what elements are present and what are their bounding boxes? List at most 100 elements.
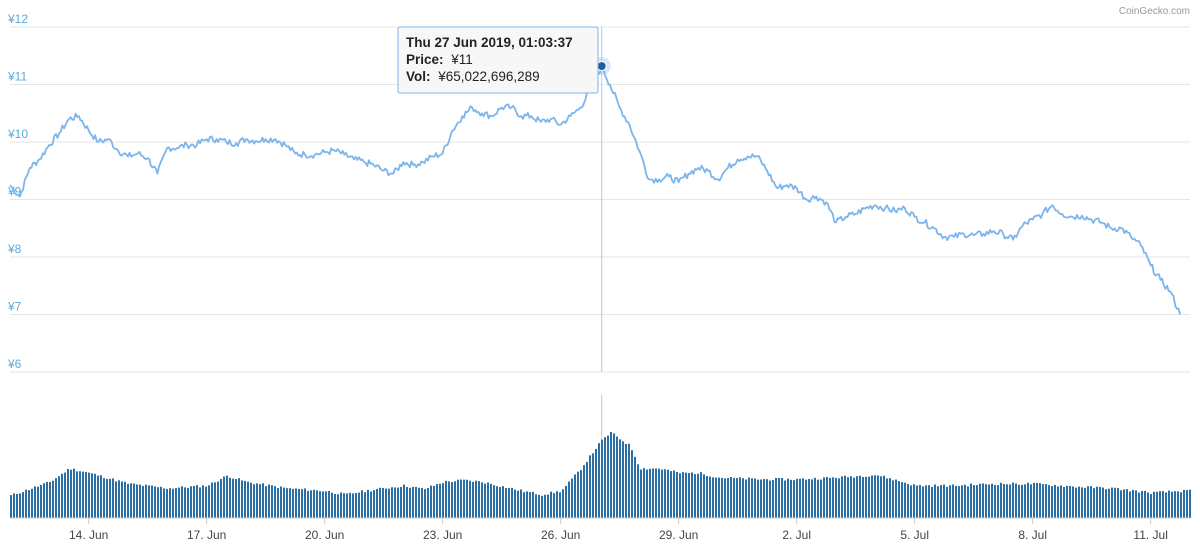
volume-bar[interactable]	[442, 483, 444, 518]
volume-bar[interactable]	[460, 479, 462, 518]
volume-bar[interactable]	[730, 476, 732, 518]
volume-bar[interactable]	[1123, 489, 1125, 518]
volume-bar[interactable]	[31, 488, 33, 518]
volume-bar[interactable]	[1099, 486, 1101, 518]
volume-bar[interactable]	[661, 469, 663, 518]
volume-bar[interactable]	[556, 491, 558, 518]
volume-bar[interactable]	[418, 487, 420, 518]
volume-bar[interactable]	[1129, 491, 1131, 518]
volume-bar[interactable]	[925, 485, 927, 518]
volume-bar[interactable]	[868, 476, 870, 518]
volume-bar[interactable]	[154, 486, 156, 518]
volume-bar[interactable]	[763, 479, 765, 518]
volume-bar[interactable]	[1039, 483, 1041, 518]
volume-bar[interactable]	[247, 481, 249, 518]
volume-bar[interactable]	[766, 479, 768, 518]
volume-bar[interactable]	[235, 478, 237, 518]
volume-bar[interactable]	[790, 479, 792, 518]
volume-bar[interactable]	[301, 489, 303, 518]
volume-bar[interactable]	[40, 484, 42, 518]
volume-bar[interactable]	[202, 485, 204, 518]
volume-bar[interactable]	[862, 477, 864, 518]
volume-bar[interactable]	[163, 488, 165, 518]
volume-bar[interactable]	[406, 486, 408, 518]
volume-bar[interactable]	[10, 495, 12, 518]
volume-bar[interactable]	[880, 476, 882, 518]
volume-bar[interactable]	[1111, 487, 1113, 518]
volume-bar[interactable]	[517, 490, 519, 518]
volume-bar[interactable]	[355, 493, 357, 518]
volume-bar[interactable]	[397, 487, 399, 518]
volume-bar[interactable]	[985, 484, 987, 518]
volume-bar[interactable]	[169, 488, 171, 518]
volume-bar[interactable]	[46, 481, 48, 518]
volume-bar[interactable]	[649, 468, 651, 518]
volume-bar[interactable]	[619, 439, 621, 518]
volume-bar[interactable]	[859, 475, 861, 518]
volume-bar[interactable]	[1021, 484, 1023, 518]
volume-bar[interactable]	[1108, 488, 1110, 518]
volume-bar[interactable]	[118, 480, 120, 518]
volume-bar[interactable]	[715, 477, 717, 518]
volume-bar[interactable]	[28, 490, 30, 518]
volume-bar[interactable]	[733, 477, 735, 518]
volume-bar[interactable]	[541, 495, 543, 518]
volume-bar[interactable]	[808, 479, 810, 518]
volume-bar[interactable]	[1138, 492, 1140, 518]
volume-bar[interactable]	[628, 443, 630, 518]
volume-bar[interactable]	[700, 472, 702, 518]
volume-bar[interactable]	[298, 488, 300, 518]
volume-bar[interactable]	[1159, 491, 1161, 518]
volume-bar[interactable]	[613, 433, 615, 518]
volume-bar[interactable]	[205, 486, 207, 518]
volume-bar[interactable]	[940, 485, 942, 518]
volume-bar[interactable]	[367, 489, 369, 518]
volume-bar[interactable]	[799, 478, 801, 518]
volume-bars[interactable]	[10, 431, 1191, 518]
volume-bar[interactable]	[751, 478, 753, 518]
volume-bar[interactable]	[76, 471, 78, 518]
volume-bar[interactable]	[1087, 486, 1089, 518]
volume-bar[interactable]	[289, 488, 291, 518]
volume-bar[interactable]	[703, 474, 705, 518]
volume-bar[interactable]	[37, 486, 39, 518]
volume-bar[interactable]	[193, 485, 195, 518]
volume-bar[interactable]	[286, 488, 288, 518]
volume-bar[interactable]	[19, 493, 21, 518]
volume-bar[interactable]	[1024, 484, 1026, 518]
volume-bar[interactable]	[181, 486, 183, 518]
volume-bar[interactable]	[313, 489, 315, 518]
volume-bar[interactable]	[658, 468, 660, 518]
volume-bar[interactable]	[256, 483, 258, 518]
volume-bar[interactable]	[640, 469, 642, 518]
volume-bar[interactable]	[520, 489, 522, 518]
volume-bar[interactable]	[775, 477, 777, 518]
volume-bar[interactable]	[571, 478, 573, 518]
volume-bar[interactable]	[73, 468, 75, 518]
volume-bar[interactable]	[1084, 487, 1086, 518]
volume-bar[interactable]	[217, 481, 219, 518]
volume-bar[interactable]	[121, 481, 123, 518]
volume-bar[interactable]	[358, 492, 360, 518]
volume-bar[interactable]	[760, 479, 762, 518]
volume-bar[interactable]	[682, 472, 684, 518]
volume-bar[interactable]	[784, 480, 786, 518]
volume-bar[interactable]	[1057, 486, 1059, 518]
volume-bar[interactable]	[445, 480, 447, 518]
volume-bar[interactable]	[151, 485, 153, 518]
volume-bar[interactable]	[676, 471, 678, 518]
volume-bar[interactable]	[178, 487, 180, 518]
volume-bar[interactable]	[670, 471, 672, 518]
volume-bar[interactable]	[1105, 489, 1107, 518]
volume-bar[interactable]	[34, 486, 36, 518]
volume-bar[interactable]	[562, 489, 564, 518]
volume-bar[interactable]	[979, 483, 981, 518]
volume-bar[interactable]	[220, 478, 222, 518]
volume-bar[interactable]	[976, 485, 978, 518]
volume-bar[interactable]	[901, 482, 903, 518]
volume-bar[interactable]	[748, 477, 750, 518]
volume-bar[interactable]	[1102, 487, 1104, 518]
volume-bar[interactable]	[793, 480, 795, 518]
volume-bar[interactable]	[787, 478, 789, 518]
volume-bar[interactable]	[166, 488, 168, 518]
